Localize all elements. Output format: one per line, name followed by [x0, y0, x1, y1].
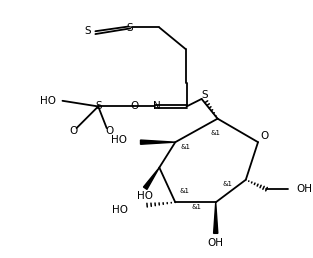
Text: O: O	[260, 131, 269, 141]
Text: HO: HO	[137, 191, 153, 201]
Text: &1: &1	[181, 144, 191, 150]
Text: O: O	[131, 101, 139, 111]
Polygon shape	[141, 140, 175, 144]
Text: O: O	[105, 126, 114, 136]
Text: &1: &1	[223, 181, 233, 188]
Text: HO: HO	[111, 135, 127, 145]
Text: S: S	[85, 26, 91, 36]
Text: OH: OH	[208, 238, 224, 248]
Text: &1: &1	[211, 130, 221, 136]
Text: S: S	[127, 23, 133, 34]
Text: HO: HO	[112, 205, 128, 215]
Polygon shape	[143, 167, 159, 189]
Polygon shape	[213, 202, 218, 233]
Text: OH: OH	[296, 184, 313, 194]
Text: &1: &1	[180, 188, 190, 194]
Text: N: N	[153, 101, 160, 111]
Text: S: S	[95, 101, 101, 111]
Text: S: S	[201, 90, 208, 100]
Text: HO: HO	[40, 96, 56, 106]
Text: O: O	[70, 126, 78, 136]
Text: &1: &1	[192, 204, 202, 210]
